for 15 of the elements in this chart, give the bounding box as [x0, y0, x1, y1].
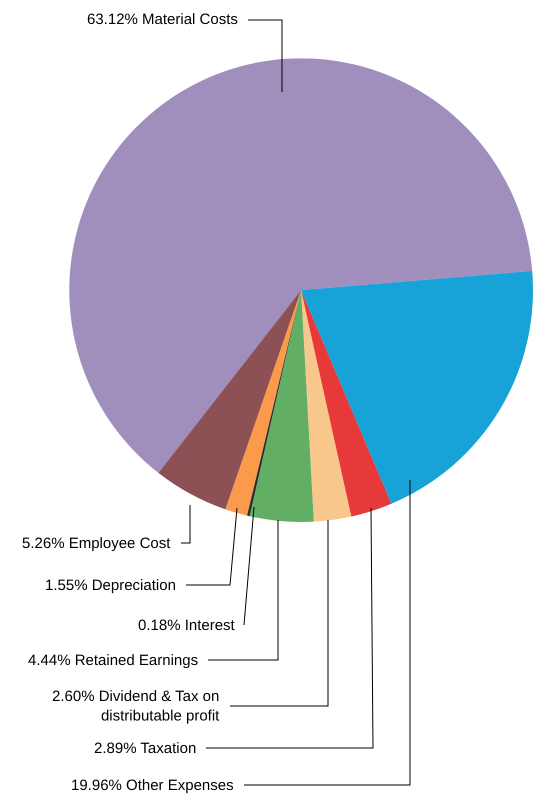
pie-slice: [301, 270, 533, 504]
pie-slice: [225, 290, 302, 516]
slice-label: 5.26% Employee Cost: [22, 535, 172, 552]
pie-slice: [158, 290, 302, 510]
slice-label: 1.55% Depreciation: [45, 577, 176, 594]
slice-label: 0.18% Interest: [138, 617, 236, 634]
slice-label: 63.12% Material Costs: [87, 11, 238, 28]
pie-slice: [69, 58, 532, 473]
slice-label: 19.96% Other Expenses: [71, 777, 234, 794]
pie-slice: [301, 290, 352, 522]
slice-label: 4.44% Retained Earnings: [28, 652, 198, 669]
pie-slice: [250, 290, 314, 522]
pie-slice: [301, 290, 392, 517]
slice-label: 2.89% Taxation: [94, 740, 196, 757]
slice-label: 2.60% Dividend & Tax on distributable profit: [52, 688, 220, 724]
